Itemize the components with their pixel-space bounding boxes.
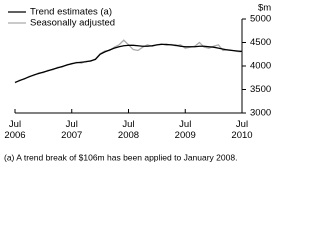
legend-label: Trend estimates (a) [30,7,112,18]
footnote: (a) A trend break of $106m has been appl… [4,152,237,162]
y-tick-label: 5000 [250,14,271,25]
series-line [14,43,243,84]
x-tick-label: Jul 2009 [174,119,196,141]
x-tick-label: Jul 2006 [4,119,26,141]
y-tick-label: 4000 [250,61,271,72]
x-tick-label: Jul 2007 [61,119,83,141]
legend-label: Seasonally adjusted [30,18,115,29]
chart: $m (a) A trend break of $106m has been a… [4,3,271,163]
y-axis-label: $m [258,3,271,14]
y-tick-label: 4500 [250,37,271,48]
y-tick-label: 3500 [250,84,271,95]
y-tick-label: 3000 [250,108,271,119]
x-tick-label: Jul 2008 [117,119,140,141]
chart-canvas: $m (a) A trend break of $106m has been a… [4,3,271,163]
x-tick-label: Jul 2010 [231,119,253,141]
